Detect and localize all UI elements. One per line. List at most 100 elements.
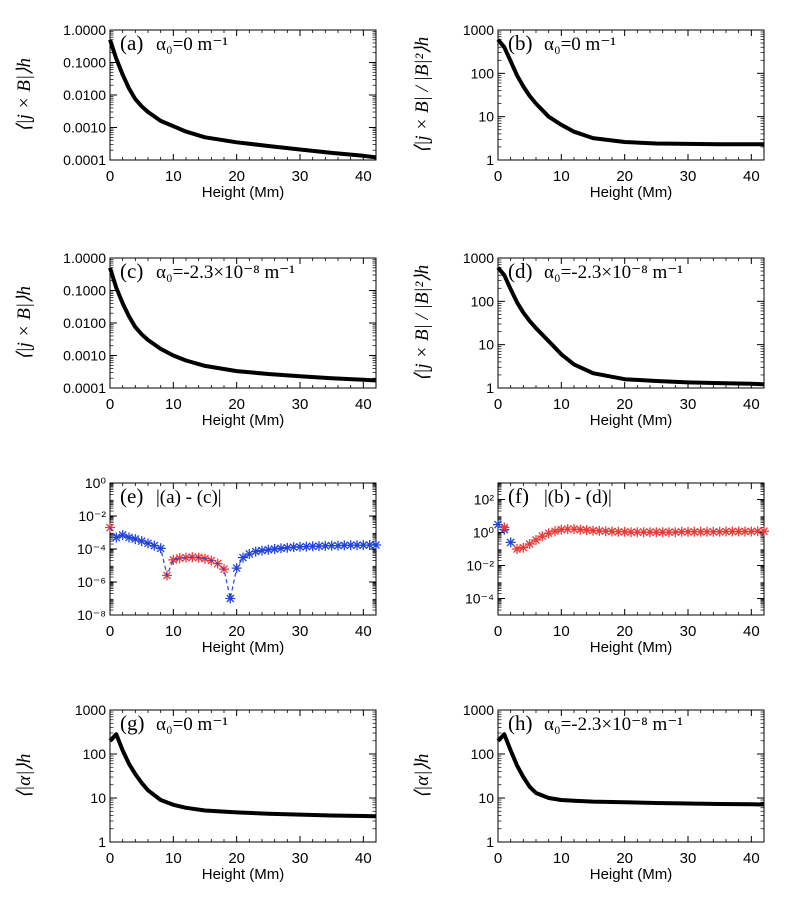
- data-point-positive-difference: [339, 540, 350, 551]
- data-point-negative-difference: [600, 526, 611, 537]
- panel-e: 0 10 20 30 40 10⁻⁸ 10⁻⁶ 10⁻⁴ 10⁻² 10⁰ Height (Mm) (…: [77, 475, 381, 656]
- x-tick-label: 30: [680, 850, 697, 867]
- panel-g: 0 10 20 30 40 1 10 100 1000 Height (Mm) ⟨|α|⟩h (g) α…: [14, 702, 377, 883]
- data-point-negative-difference: [531, 535, 541, 545]
- data-point-negative-difference: [645, 527, 655, 538]
- data-point-negative-difference: [181, 552, 191, 563]
- data-point-positive-difference: [295, 541, 305, 552]
- x-axis-label: Height (Mm): [202, 184, 285, 201]
- data-point-negative-difference: [657, 527, 668, 538]
- x-tick-label: 20: [616, 396, 633, 413]
- plot-frame: [497, 29, 765, 161]
- data-point-negative-difference: [714, 526, 725, 537]
- data-point-positive-difference: [493, 519, 503, 530]
- x-tick-label: 20: [228, 850, 245, 867]
- data-point-negative-difference: [626, 527, 636, 538]
- y-tick-label: 0.0100: [63, 87, 106, 103]
- panel-annotation: α₀=0 m⁻¹: [156, 714, 228, 735]
- x-tick-label: 40: [355, 168, 372, 185]
- data-point-negative-difference: [632, 527, 643, 538]
- y-tick-label: 1.0000: [63, 22, 106, 38]
- panel-label: (c): [120, 259, 143, 283]
- data-point-negative-difference: [702, 526, 712, 537]
- data-point-positive-difference: [238, 552, 248, 563]
- x-tick-label: 0: [494, 850, 502, 867]
- y-tick-label: 10⁰: [473, 525, 495, 541]
- panel-a: 0 10 20 30 40 0.0001 0.0010 0.0100 0.1000 1.0000 H…: [14, 22, 377, 201]
- x-tick-label: 30: [292, 850, 309, 867]
- data-point-negative-difference: [556, 524, 567, 535]
- data-point-negative-difference: [550, 526, 560, 537]
- x-tick-label: 10: [553, 623, 570, 640]
- x-tick-label: 20: [616, 168, 633, 185]
- data-point-negative-difference: [670, 527, 681, 538]
- plot-frame: [109, 482, 377, 616]
- y-tick-label: 10: [478, 790, 494, 806]
- x-tick-label: 0: [494, 623, 502, 640]
- x-tick-label: 40: [743, 168, 760, 185]
- y-tick-label: 0.1000: [63, 283, 106, 299]
- y-tick-label: 1000: [75, 702, 106, 718]
- plot-frame: [109, 29, 377, 161]
- x-tick-label: 0: [106, 396, 114, 413]
- x-tick-label: 10: [553, 168, 570, 185]
- x-tick-label: 30: [680, 168, 697, 185]
- y-tick-label: 10²: [474, 492, 495, 508]
- panel-d: 0 10 20 30 40 1 10 100 1000 Height (Mm) ⟨|j × B| /…: [412, 250, 765, 429]
- x-tick-label: 40: [355, 623, 372, 640]
- y-tick-label: 1: [486, 380, 494, 396]
- data-point-positive-difference: [124, 532, 134, 543]
- y-tick-label: 100: [83, 746, 107, 762]
- x-tick-label: 10: [553, 396, 570, 413]
- x-axis-label: Height (Mm): [202, 412, 285, 429]
- data-point-negative-difference: [594, 525, 605, 536]
- y-tick-label: 10: [478, 337, 494, 353]
- data-point-negative-difference: [537, 531, 548, 542]
- x-tick-label: 40: [743, 623, 760, 640]
- data-point-negative-difference: [638, 527, 649, 538]
- data-point-negative-difference: [518, 542, 529, 553]
- y-tick-label: 1000: [463, 22, 494, 38]
- series-line: [496, 38, 764, 147]
- data-point-positive-difference: [345, 540, 356, 551]
- y-tick-label: 10⁻⁸: [77, 607, 106, 623]
- panel-annotation: α₀=-2.3×10⁻⁸ m⁻¹: [156, 262, 295, 283]
- data-point-negative-difference: [581, 525, 592, 536]
- panel-label: (h): [508, 711, 533, 735]
- y-tick-label: 1: [486, 152, 494, 168]
- x-tick-label: 10: [165, 396, 182, 413]
- data-point-positive-difference: [301, 541, 312, 552]
- series-line: [108, 267, 377, 383]
- y-tick-label: 1.0000: [63, 250, 106, 266]
- data-point-positive-difference: [326, 540, 337, 551]
- y-tick-label: 1: [98, 834, 106, 850]
- data-point-positive-difference: [225, 593, 236, 604]
- x-tick-label: 20: [616, 850, 633, 867]
- data-point-negative-difference: [569, 524, 579, 535]
- y-tick-label: 10: [478, 109, 494, 125]
- x-axis-label: Height (Mm): [590, 866, 673, 883]
- x-tick-label: 20: [228, 396, 245, 413]
- x-tick-label: 0: [106, 168, 114, 185]
- panel-f: 0 10 20 30 40 10⁻⁴ 10⁻² 10⁰ 10² Height (Mm) (f) |(b…: [465, 482, 769, 656]
- x-axis-label: Height (Mm): [202, 639, 285, 656]
- x-tick-label: 40: [355, 850, 372, 867]
- x-tick-label: 30: [292, 396, 309, 413]
- data-point-negative-difference: [607, 526, 617, 537]
- y-tick-label: 0.1000: [63, 55, 106, 71]
- x-tick-label: 40: [355, 396, 372, 413]
- data-point-positive-difference: [269, 544, 280, 554]
- data-point-positive-difference: [282, 542, 293, 553]
- data-point-positive-difference: [371, 540, 381, 550]
- y-axis-label: ⟨|α|⟩h: [412, 754, 433, 799]
- panel-label: (e): [120, 484, 143, 508]
- y-axis-label: ⟨|j × B|⟩h: [14, 58, 35, 132]
- x-tick-label: 0: [494, 168, 502, 185]
- y-tick-label: 0.0001: [63, 380, 106, 396]
- x-tick-label: 30: [680, 396, 697, 413]
- data-point-negative-difference: [543, 528, 554, 539]
- data-point-negative-difference: [588, 525, 598, 536]
- panel-annotation: α₀=-2.3×10⁻⁸ m⁻¹: [544, 262, 683, 283]
- x-axis-label: Height (Mm): [590, 639, 673, 656]
- data-point-negative-difference: [695, 526, 706, 537]
